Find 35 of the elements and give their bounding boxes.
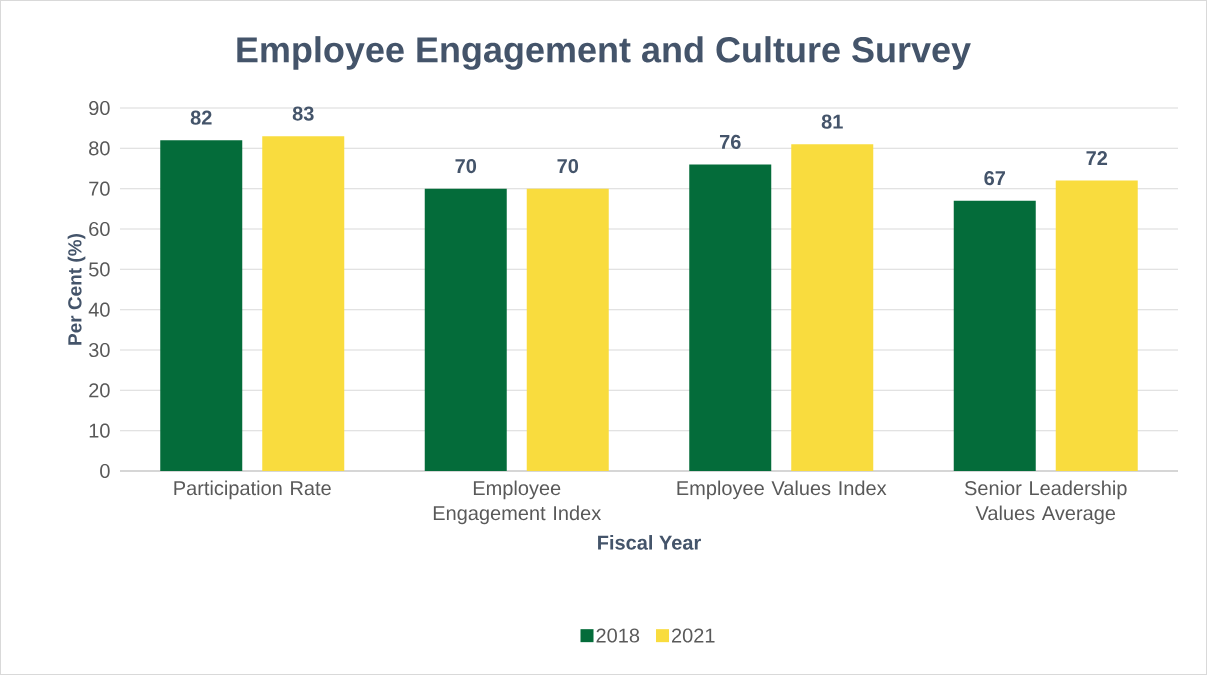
y-tick-label: 10 bbox=[89, 423, 110, 438]
data-label: 72 bbox=[1086, 151, 1108, 166]
legend-label: 2021 bbox=[672, 628, 715, 643]
y-tick-label: 0 bbox=[100, 463, 110, 479]
x-axis-title: Fiscal Year bbox=[598, 535, 701, 550]
y-tick-label: 70 bbox=[89, 181, 110, 196]
y-tick-label: 50 bbox=[89, 262, 110, 277]
data-label: 67 bbox=[984, 171, 1005, 186]
bar bbox=[791, 144, 874, 471]
y-tick-label: 60 bbox=[89, 221, 110, 237]
bar bbox=[262, 136, 345, 471]
y-tick-label: 80 bbox=[89, 141, 110, 156]
bar bbox=[1055, 180, 1138, 471]
y-tick-label: 30 bbox=[88, 342, 110, 358]
data-label: 81 bbox=[821, 114, 843, 129]
data-label: 70 bbox=[557, 158, 579, 174]
bar bbox=[689, 164, 772, 471]
y-axis-title: Per Cent (%) bbox=[67, 234, 86, 345]
data-label: 76 bbox=[719, 134, 741, 149]
bar bbox=[953, 200, 1036, 471]
x-tick-label: Employee Engagement Index bbox=[433, 480, 602, 525]
x-tick-label: Participation Rate bbox=[174, 480, 331, 500]
x-tick-label: Senior Leadership Values Average bbox=[964, 480, 1127, 525]
chart-title: Employee Engagement and Culture Survey bbox=[237, 36, 971, 70]
data-label: 70 bbox=[455, 158, 477, 174]
bar bbox=[424, 188, 507, 471]
data-label: 83 bbox=[292, 106, 314, 121]
y-tick-label: 90 bbox=[89, 100, 110, 116]
legend-label: 2018 bbox=[596, 628, 640, 643]
bar bbox=[160, 140, 243, 471]
y-tick-label: 40 bbox=[88, 302, 110, 317]
bar bbox=[526, 188, 609, 471]
x-tick-label: Employee Values Index bbox=[677, 480, 887, 500]
data-label: 82 bbox=[190, 110, 212, 125]
y-tick-label: 20 bbox=[89, 383, 110, 398]
